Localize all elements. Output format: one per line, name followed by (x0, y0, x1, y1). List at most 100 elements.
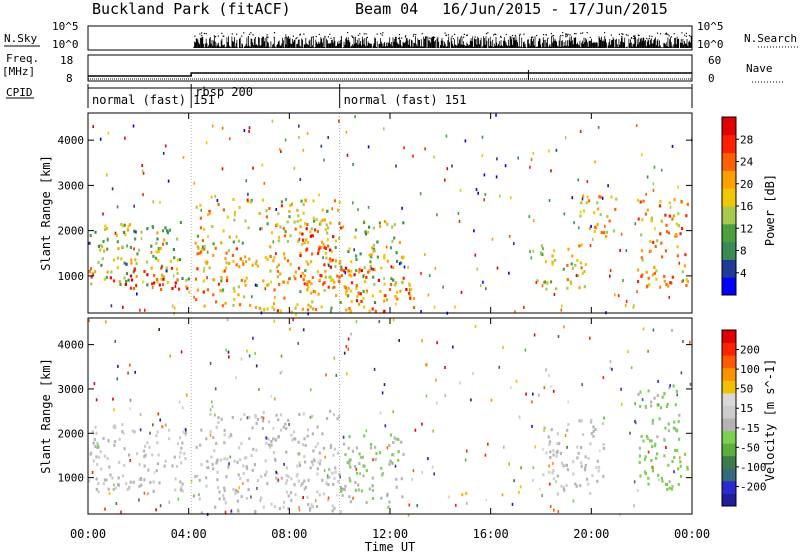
scatter-cell (581, 271, 584, 275)
colorbar-tick-label: -50 (740, 441, 760, 454)
scatter-cell (139, 308, 141, 312)
scatter-cell (344, 271, 347, 275)
colorbar-tick-label: 20 (740, 178, 753, 191)
scatter-cell (677, 224, 680, 228)
scatter-cell (262, 505, 265, 509)
scatter-cell (650, 459, 653, 462)
scatter-cell (125, 272, 129, 276)
scatter-cell (120, 257, 123, 261)
scatter-cell (401, 280, 404, 284)
scatter-cell (634, 421, 637, 425)
scatter-cell (232, 488, 235, 492)
scatter-cell (458, 219, 461, 223)
colorbar-segment (722, 223, 736, 243)
scatter-cell (269, 269, 272, 273)
scatter-cell (272, 427, 275, 430)
scatter-cell (485, 287, 487, 291)
scatter-cell (532, 392, 534, 396)
scatter-cell (393, 283, 396, 287)
scatter-cell (556, 474, 559, 478)
scatter-cell (586, 195, 589, 199)
scatter-cell (223, 457, 226, 461)
scatter-cell (205, 484, 208, 488)
scatter-cell (150, 266, 153, 270)
scatter-cell (399, 262, 401, 266)
scatter-cell (583, 466, 587, 470)
scatter-cell (580, 419, 583, 423)
scatter-cell (314, 290, 317, 294)
scatter-cell (195, 445, 198, 449)
scatter-cell (287, 418, 290, 422)
scatter-cell (328, 468, 331, 472)
scatter-cell (403, 265, 406, 269)
scatter-cell (346, 153, 349, 157)
scatter-cell (332, 453, 335, 457)
scatter-cell (677, 212, 680, 216)
scatter-cell (599, 449, 601, 453)
scatter-cell (302, 496, 304, 499)
scatter-cell (278, 235, 280, 239)
scatter-cell (299, 254, 302, 258)
scatter-cell (658, 204, 662, 208)
scatter-cell (557, 510, 560, 513)
scatter-cell (532, 249, 534, 253)
scatter-cell (358, 462, 361, 465)
scatter-cell (239, 417, 243, 421)
scatter-cell (275, 252, 277, 256)
scatter-cell (158, 481, 161, 485)
scatter-cell (232, 198, 235, 201)
colorbar-segment (722, 430, 736, 444)
scatter-cell (318, 193, 320, 197)
scatter-cell (431, 465, 434, 469)
scatter-cell (104, 228, 107, 231)
scatter-cell (179, 451, 182, 455)
scatter-cell (301, 232, 304, 236)
scatter-cell (365, 469, 368, 472)
scatter-cell (345, 308, 348, 312)
scatter-cell (347, 446, 350, 450)
scatter-cell (286, 490, 289, 494)
scatter-cell (331, 278, 334, 282)
scatter-cell (168, 500, 171, 504)
scatter-cell (235, 247, 238, 251)
scatter-cell (215, 300, 218, 304)
scatter-cell (251, 263, 254, 267)
scatter-cell (464, 139, 467, 143)
scatter-cell (143, 270, 146, 273)
scatter-cell (373, 301, 377, 305)
scatter-cell (325, 223, 328, 227)
freq-tick-top: 18 (60, 54, 73, 67)
scatter-cell (666, 487, 669, 491)
scatter-cell (237, 509, 240, 513)
scatter-cell (660, 219, 663, 223)
scatter-cell (261, 163, 264, 167)
scatter-cell (238, 446, 241, 450)
scatter-cell (237, 473, 240, 477)
scatter-cell (661, 479, 664, 483)
scatter-cell (611, 367, 613, 371)
scatter-cell (302, 412, 305, 416)
scatter-cell (323, 218, 326, 222)
scatter-cell (392, 278, 395, 282)
scatter-cell (127, 487, 130, 491)
scatter-cell (609, 274, 611, 278)
scatter-cell (566, 468, 569, 472)
scatter-cell (433, 155, 435, 159)
scatter-cell (504, 164, 507, 168)
scatter-cell (602, 474, 605, 478)
scatter-cell (455, 503, 457, 507)
scatter-cell (269, 245, 272, 249)
scatter-cell (365, 275, 368, 279)
scatter-cell (566, 428, 569, 432)
scatter-cell (238, 486, 240, 490)
scatter-cell (536, 279, 539, 283)
scatter-cell (273, 319, 276, 323)
scatter-cell (198, 478, 201, 482)
scatter-cell (130, 258, 133, 262)
scatter-cell (289, 262, 292, 266)
scatter-cell (351, 449, 354, 453)
scatter-cell (341, 493, 344, 497)
scatter-cell (299, 231, 302, 235)
scatter-cell (311, 300, 314, 304)
scatter-cell (117, 247, 120, 251)
